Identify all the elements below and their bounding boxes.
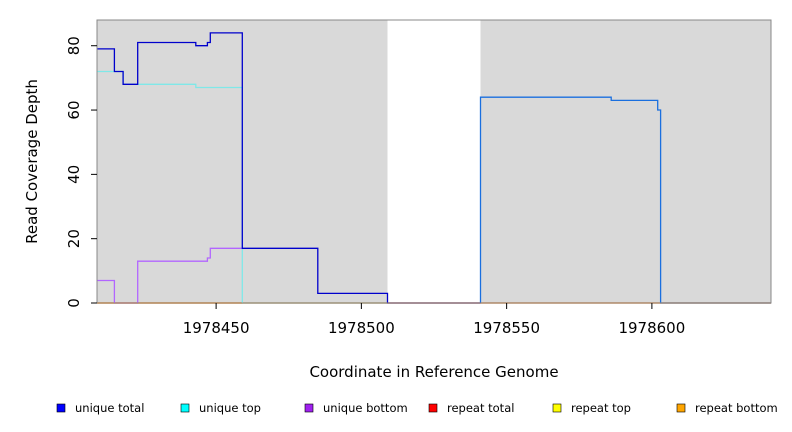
series-line-unique-total xyxy=(97,32,481,304)
legend-swatch-unique-bottom xyxy=(304,403,314,413)
legend-label-unique-top: unique top xyxy=(199,401,261,415)
x-axis-title: Coordinate in Reference Genome xyxy=(309,363,558,381)
series-line-unique-total-second-block- xyxy=(479,96,771,304)
legend-swatch-repeat-total xyxy=(428,403,438,413)
legend-swatch-repeat-bottom xyxy=(676,403,686,413)
legend-swatch-unique-top xyxy=(180,403,190,413)
x-tick-label: 1978550 xyxy=(473,319,540,337)
legend-label-unique-total: unique total xyxy=(75,401,144,415)
y-axis-title: Read Coverage Depth xyxy=(23,79,41,244)
x-tick-label: 1978600 xyxy=(618,319,685,337)
x-tick-label: 1978450 xyxy=(183,319,250,337)
y-tick-label: 40 xyxy=(65,165,83,184)
y-tick-label: 20 xyxy=(65,229,83,248)
legend-swatch-unique-total xyxy=(56,403,66,413)
legend-label-repeat-total: repeat total xyxy=(447,401,514,415)
x-tick-label: 1978500 xyxy=(328,319,395,337)
y-axis: 0 20 40 60 80 xyxy=(65,36,97,308)
x-axis: 1978450 1978500 1978550 1978600 xyxy=(183,303,685,337)
legend-swatch-repeat-top xyxy=(552,403,562,413)
series-line-unique-bottom xyxy=(97,247,243,304)
y-tick-label: 80 xyxy=(65,36,83,55)
gap-region xyxy=(387,20,481,303)
legend-label-repeat-top: repeat top xyxy=(571,401,631,415)
y-tick-label: 60 xyxy=(65,100,83,119)
y-tick-label: 0 xyxy=(65,298,83,308)
legend: unique total unique top unique bottom repea… xyxy=(56,401,778,415)
legend-label-repeat-bottom: repeat bottom xyxy=(695,401,778,415)
plot-frame xyxy=(96,19,772,304)
legend-label-unique-bottom: unique bottom xyxy=(323,401,408,415)
